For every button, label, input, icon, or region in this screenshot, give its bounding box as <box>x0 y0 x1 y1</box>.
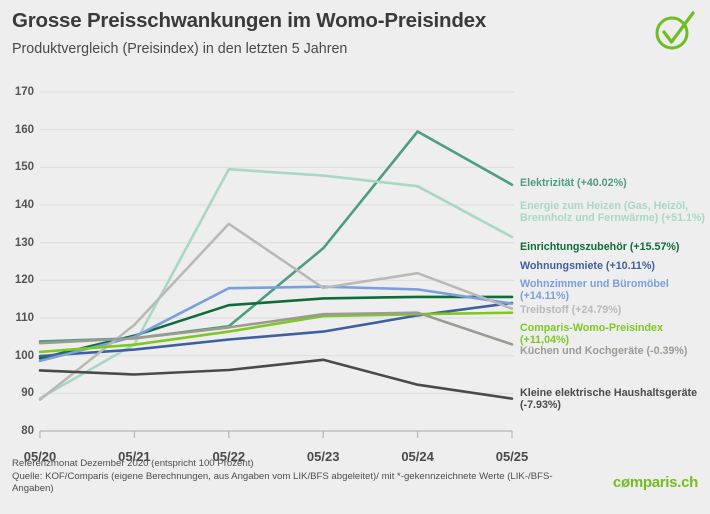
x-axis-tick-label: 05/20 <box>23 449 57 464</box>
y-axis-labels: 80 90 100 110 120 130 140 150 160 170 <box>0 82 34 442</box>
chart-plot-area: 80 90 100 110 120 130 140 150 160 170 05/20 05/21 0… <box>0 82 710 464</box>
series-line <box>38 311 514 346</box>
series-line <box>38 285 514 363</box>
series-line <box>38 167 514 400</box>
legend-entry: Energie zum Heizen (Gas, Heizöl, Brennho… <box>520 200 705 225</box>
y-axis-tick-label: 150 <box>14 161 34 174</box>
x-axis-tick-label: 05/23 <box>306 449 340 464</box>
x-axis-tick-label: 05/22 <box>212 449 246 464</box>
footnote-line-2: Quelle: KOF/Comparis (eigene Berechnunge… <box>12 470 553 495</box>
series-line <box>38 295 514 360</box>
legend-entry: Elektrizität (+40.02%) <box>520 177 627 189</box>
series-line <box>38 130 514 343</box>
legend-entry: Küchen und Kochgeräte (-0.39%) <box>520 345 688 357</box>
chart-legend: Elektrizität (+40.02%) Energie zum Heizen… <box>520 82 710 412</box>
legend-entry: Kleine elektrische Haushaltsgeräte (-7.9… <box>520 387 698 412</box>
y-axis-tick-label: 140 <box>14 199 34 211</box>
y-axis-tick-label: 130 <box>14 236 34 249</box>
series-line <box>38 311 514 354</box>
line-chart-svg <box>38 91 514 438</box>
x-axis-labels: 05/20 05/21 05/22 05/23 05/24 05/25 <box>0 437 710 464</box>
legend-entry: Einrichtungszubehör (+15.57%) <box>520 241 680 253</box>
footnote-line-1: Referenzmonat Dezember 2020 (entspricht … <box>12 458 254 469</box>
gridlines <box>40 91 514 394</box>
series-lines <box>38 130 514 402</box>
page-subtitle: Produktvergleich (Preisindex) in den let… <box>12 41 348 57</box>
y-axis-tick-label: 80 <box>21 425 34 437</box>
x-axis-tick-label: 05/24 <box>401 449 434 464</box>
y-axis-tick-label: 170 <box>14 86 34 98</box>
comparis-wordmark: cømparis.ch <box>612 474 698 491</box>
axis-path <box>39 430 513 438</box>
x-axis-tick-label: 05/25 <box>495 449 529 464</box>
x-axis-tick-label: 05/21 <box>118 449 151 464</box>
chart-header: Grosse Preisschwankungen im Womo-Preisin… <box>12 8 632 59</box>
y-axis-tick-label: 160 <box>14 123 34 136</box>
chart-footnote: Referenzmonat Dezember 2020 (entspricht … <box>12 458 582 496</box>
y-axis-tick-label: 110 <box>15 312 34 324</box>
legend-entry: Treibstoff (+24.79%) <box>520 304 622 316</box>
legend-entry: Wohnzimmer und Büromöbel (+14.11%) <box>520 278 669 303</box>
legend-entry: Comparis-Womo-Preisindex (+11,04%) <box>520 322 663 347</box>
y-axis-tick-label: 100 <box>14 349 34 362</box>
legend-entry: Wohnungsmiete (+10.11%) <box>520 260 655 272</box>
y-axis-tick-label: 120 <box>14 274 34 287</box>
series-line <box>38 222 514 402</box>
y-axis-tick-label: 90 <box>21 387 34 400</box>
x-axis-line <box>39 430 513 438</box>
page-title: Grosse Preisschwankungen im Womo-Preisin… <box>12 9 487 32</box>
green-check-circle-icon <box>655 11 695 50</box>
series-line <box>38 301 514 358</box>
series-line <box>38 358 514 400</box>
